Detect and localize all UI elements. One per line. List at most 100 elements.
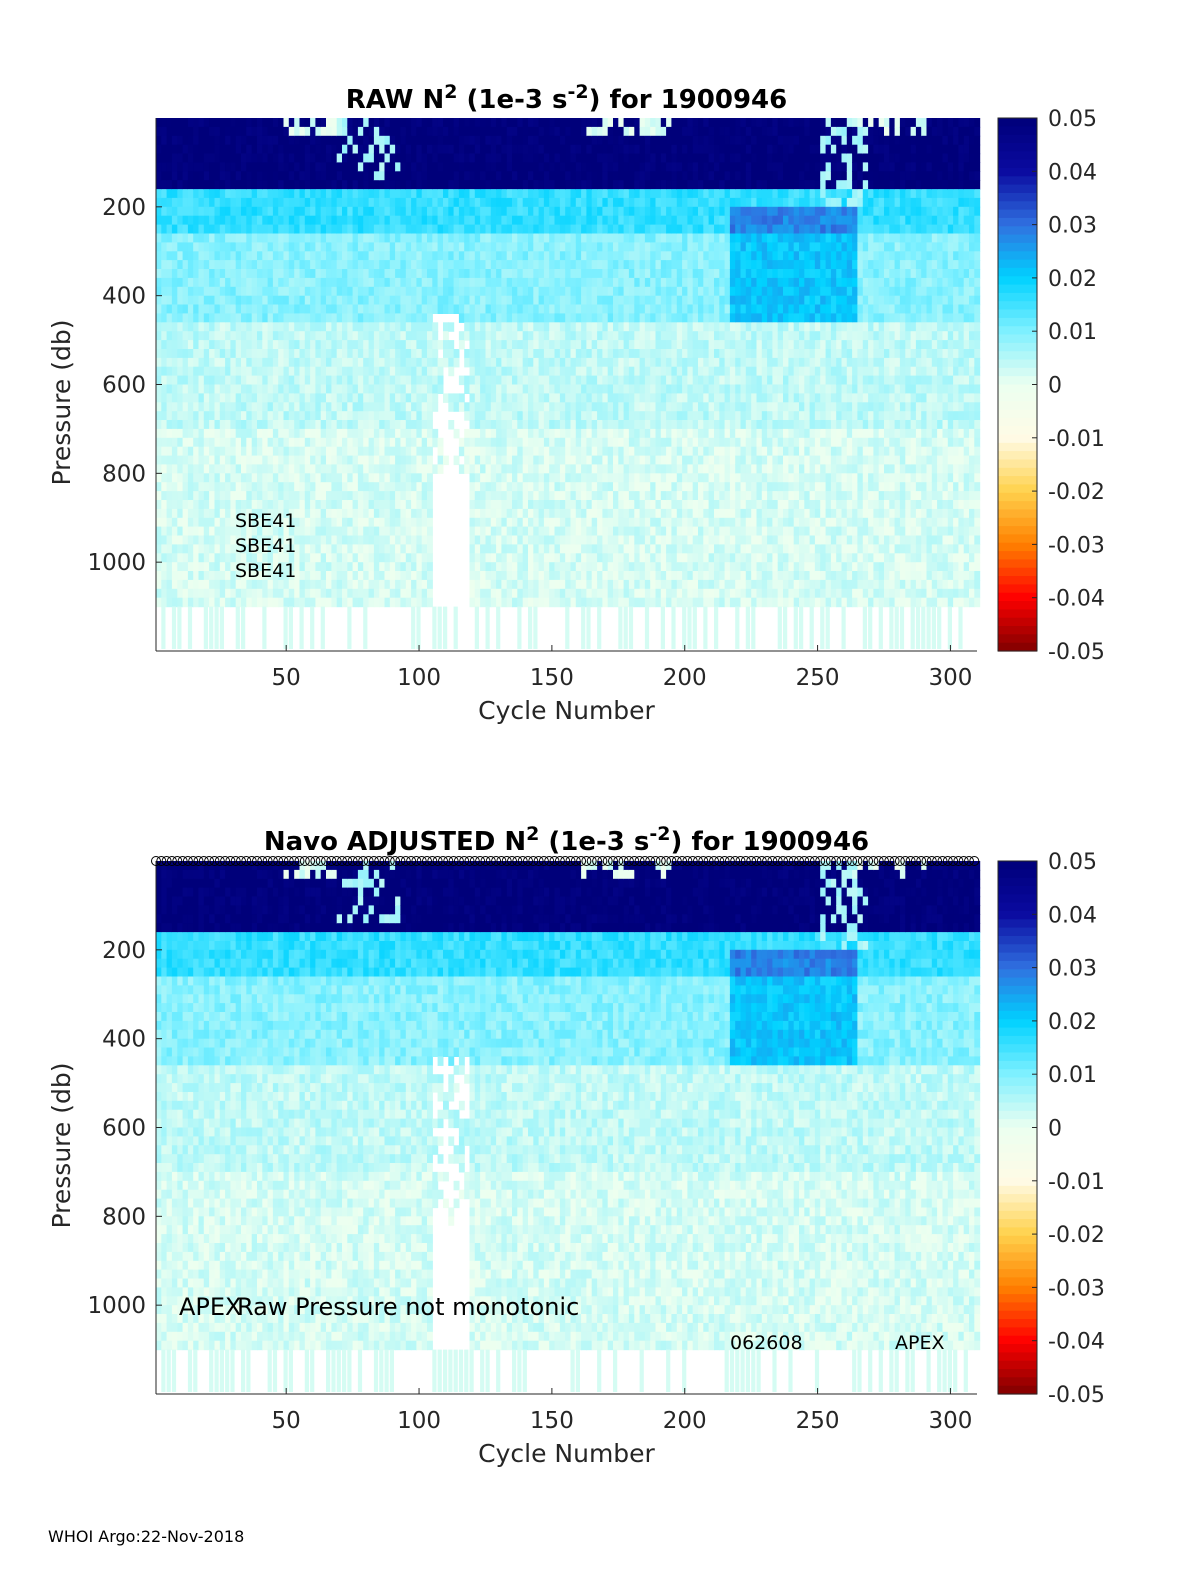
heatmap-cell: [618, 562, 625, 572]
heatmap-cell: [570, 482, 577, 492]
heatmap-cell: [517, 260, 524, 270]
heatmap-cell: [156, 260, 162, 270]
heatmap-cell: [352, 233, 359, 243]
heatmap-cell: [607, 446, 614, 457]
heatmap-cell: [485, 535, 492, 545]
heatmap-cell: [512, 269, 518, 279]
heatmap-cell: [225, 446, 231, 457]
heatmap-cell: [235, 349, 242, 359]
heatmap-cell: [262, 544, 269, 554]
heatmap-cell: [219, 473, 226, 483]
heatmap-cell: [278, 206, 285, 217]
heatmap-cell: [469, 420, 476, 430]
heatmap-cell: [310, 295, 316, 306]
heatmap-cell: [581, 242, 587, 252]
heatmap-cell: [299, 118, 306, 128]
heatmap-cell: [326, 224, 332, 235]
heatmap-cell: [496, 162, 502, 172]
heatmap-cell: [187, 402, 194, 412]
heatmap-cell: [490, 437, 497, 448]
heatmap-cell: [156, 375, 162, 386]
heatmap-cell: [496, 375, 502, 386]
heatmap-cell: [177, 233, 184, 243]
heatmap-cell: [352, 277, 359, 288]
heatmap-cell: [543, 597, 550, 608]
heatmap-cell: [570, 189, 577, 199]
heatmap-cell: [533, 597, 540, 608]
heatmap-cell: [533, 446, 540, 457]
heatmap-cell: [549, 597, 556, 608]
heatmap-cell: [219, 340, 226, 350]
heatmap-cell: [448, 277, 455, 288]
heatmap-cell: [559, 126, 566, 137]
heatmap-cell: [156, 206, 162, 217]
heatmap-cell: [517, 473, 524, 483]
heatmap-cell: [634, 473, 641, 483]
heatmap-cell: [251, 251, 258, 261]
heatmap-cell: [262, 491, 269, 501]
heatmap-cell: [411, 562, 417, 572]
heatmap-cell: [257, 420, 263, 430]
heatmap-cell: [203, 420, 210, 430]
heatmap-cell: [267, 215, 274, 226]
heatmap-cell: [209, 295, 215, 306]
heatmap-cell: [464, 277, 471, 288]
heatmap-cell: [209, 517, 215, 528]
heatmap-cell: [575, 411, 582, 421]
heatmap-cell: [363, 535, 370, 545]
heatmap-cell: [315, 340, 322, 350]
heatmap-cell: [235, 473, 242, 483]
heatmap-cell: [474, 242, 481, 252]
heatmap-cell: [278, 491, 285, 501]
heatmap-cell: [395, 437, 401, 448]
heatmap-cell: [522, 180, 529, 190]
heatmap-cell: [283, 428, 290, 439]
heatmap-cell: [597, 340, 603, 350]
heatmap-cell: [315, 455, 322, 466]
heatmap-cell: [262, 482, 269, 492]
heatmap-cell: [182, 535, 189, 545]
heatmap-cell: [331, 322, 338, 332]
heatmap-cell: [405, 526, 412, 537]
heatmap-cell: [299, 491, 306, 501]
heatmap-cell: [395, 571, 401, 581]
heatmap-cell: [368, 286, 375, 297]
heatmap-cell: [331, 313, 338, 323]
heatmap-cell: [522, 304, 529, 314]
heatmap-cell: [586, 269, 593, 279]
heatmap-cell: [389, 126, 396, 137]
heatmap-cell: [352, 135, 359, 146]
heatmap-cell: [474, 277, 481, 288]
heatmap-cell: [166, 322, 173, 332]
heatmap-cell: [389, 153, 396, 163]
heatmap-cell: [411, 340, 417, 350]
heatmap-cell: [320, 517, 327, 528]
heatmap-cell: [602, 251, 609, 261]
heatmap-cell: [272, 313, 279, 323]
heatmap-cell: [230, 260, 237, 270]
heatmap-cell: [283, 304, 290, 314]
heatmap-cell: [342, 384, 348, 394]
heatmap-cell: [352, 189, 359, 199]
heatmap-cell: [336, 562, 343, 572]
heatmap-cell: [342, 526, 348, 537]
heatmap-cell: [432, 384, 439, 394]
heatmap-cell: [230, 455, 237, 466]
heatmap-cell: [474, 162, 481, 172]
heatmap-cell: [474, 526, 481, 537]
heatmap-cell: [251, 180, 258, 190]
heatmap-cell: [384, 340, 391, 350]
heatmap-cell: [575, 260, 582, 270]
heatmap-cell: [496, 606, 501, 649]
heatmap-cell: [458, 464, 465, 474]
heatmap-cell: [363, 571, 370, 581]
heatmap-cell: [522, 260, 529, 270]
heatmap-cell: [639, 428, 646, 439]
heatmap-cell: [326, 126, 332, 137]
heatmap-cell: [235, 242, 242, 252]
heatmap-cell: [294, 579, 301, 590]
heatmap-cell: [182, 428, 189, 439]
heatmap-cell: [490, 500, 497, 510]
heatmap-cell: [230, 313, 237, 323]
heatmap-cell: [543, 402, 550, 412]
